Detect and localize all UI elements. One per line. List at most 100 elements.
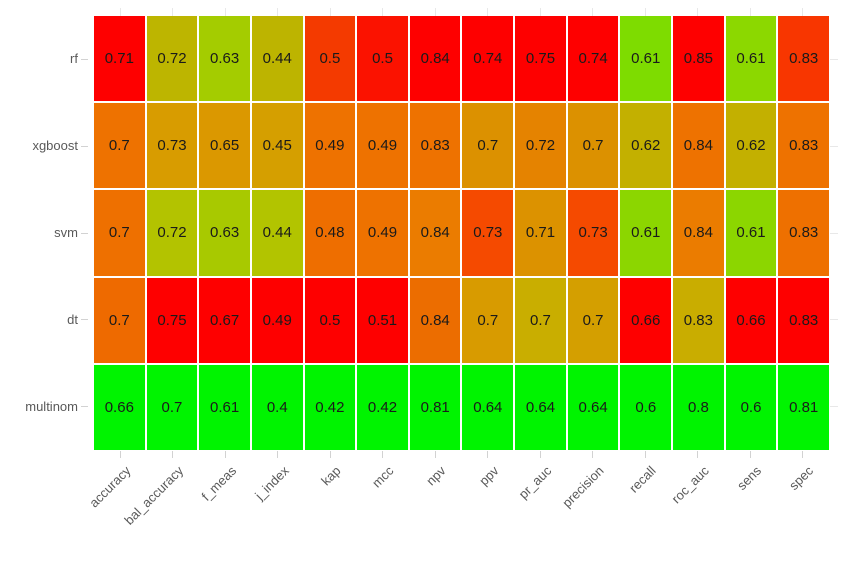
heatmap-cell-rf-kap: 0.5 <box>304 16 356 102</box>
grid-stub-top <box>802 8 804 16</box>
heatmap-cell-rf-accuracy: 0.71 <box>94 16 145 102</box>
heatmap-cell-xgboost-ppv: 0.7 <box>462 103 514 189</box>
x-axis-tick <box>224 451 226 458</box>
heatmap-cell-xgboost-mcc: 0.49 <box>357 103 408 189</box>
heatmap-cell-multinom-npv: 0.81 <box>409 364 461 450</box>
heatmap-cell-svm-bal_accuracy: 0.72 <box>146 190 198 276</box>
heatmap-cell-dt-sens: 0.66 <box>725 277 777 363</box>
y-axis-tick <box>81 406 88 408</box>
grid-stub-right <box>830 58 838 60</box>
heatmap-cell-rf-j_index: 0.44 <box>251 16 303 102</box>
heatmap-cell-rf-sens: 0.61 <box>725 16 777 102</box>
heatmap-cell-dt-npv: 0.84 <box>409 277 461 363</box>
heatmap-cell-svm-npv: 0.84 <box>409 190 461 276</box>
heatmap-cell-multinom-recall: 0.6 <box>620 364 672 450</box>
heatmap-cell-xgboost-spec: 0.83 <box>778 103 829 189</box>
heatmap-cell-multinom-spec: 0.81 <box>778 364 829 450</box>
heatmap-cell-rf-f_meas: 0.63 <box>199 16 250 102</box>
heatmap-cell-dt-kap: 0.5 <box>304 277 356 363</box>
heatmap-cell-rf-pr_auc: 0.75 <box>515 16 566 102</box>
x-axis-label-mcc: mcc <box>368 463 397 491</box>
heatmap-cell-svm-ppv: 0.73 <box>462 190 514 276</box>
heatmap-cell-dt-ppv: 0.7 <box>462 277 514 363</box>
y-axis-tick <box>81 319 88 321</box>
grid-stub-right <box>830 232 838 234</box>
heatmap-cell-rf-recall: 0.61 <box>620 16 672 102</box>
x-axis-label-accuracy: accuracy <box>86 463 134 511</box>
x-axis-tick <box>697 451 699 458</box>
heatmap-cell-dt-bal_accuracy: 0.75 <box>146 277 198 363</box>
x-axis-tick <box>749 451 751 458</box>
heatmap-cell-svm-pr_auc: 0.71 <box>515 190 566 276</box>
y-axis-label-svm: svm <box>54 225 78 240</box>
x-axis-label-kap: kap <box>318 463 344 489</box>
x-axis-label-sens: sens <box>733 463 764 494</box>
heatmap-cell-rf-bal_accuracy: 0.72 <box>146 16 198 102</box>
grid-stub-top <box>224 8 226 16</box>
y-axis-tick <box>81 58 88 60</box>
heatmap-cell-xgboost-f_meas: 0.65 <box>199 103 250 189</box>
heatmap-cell-dt-j_index: 0.49 <box>251 277 303 363</box>
x-axis-label-j_index: j_index <box>251 463 292 503</box>
heatmap-cell-xgboost-pr_auc: 0.72 <box>515 103 566 189</box>
x-axis-label-npv: npv <box>423 463 449 489</box>
y-axis-tick <box>81 232 88 234</box>
heatmap-cell-rf-npv: 0.84 <box>409 16 461 102</box>
heatmap-cell-multinom-mcc: 0.42 <box>357 364 408 450</box>
grid-stub-top <box>172 8 174 16</box>
heatmap-cell-dt-f_meas: 0.67 <box>199 277 250 363</box>
heatmap-cell-svm-sens: 0.61 <box>725 190 777 276</box>
grid-stub-right <box>830 145 838 147</box>
heatmap-cell-multinom-bal_accuracy: 0.7 <box>146 364 198 450</box>
heatmap-cell-xgboost-accuracy: 0.7 <box>94 103 145 189</box>
heatmap-cell-svm-mcc: 0.49 <box>357 190 408 276</box>
y-axis-label-multinom: multinom <box>25 398 78 414</box>
grid-stub-top <box>749 8 751 16</box>
heatmap-cell-xgboost-kap: 0.49 <box>304 103 356 189</box>
heatmap-cell-svm-j_index: 0.44 <box>251 190 303 276</box>
heatmap-cell-svm-kap: 0.48 <box>304 190 356 276</box>
heatmap-cell-rf-precision: 0.74 <box>567 16 619 102</box>
x-axis-label-roc_auc: roc_auc <box>668 463 712 507</box>
grid-stub-top <box>697 8 699 16</box>
y-axis-label-xgboost: xgboost <box>32 138 78 154</box>
heatmap-cell-multinom-accuracy: 0.66 <box>94 364 145 450</box>
x-axis-tick <box>487 451 489 458</box>
heatmap-cell-xgboost-j_index: 0.45 <box>251 103 303 189</box>
x-axis-label-pr_auc: pr_auc <box>515 463 554 502</box>
grid-stub-top <box>119 8 121 16</box>
heatmap-cell-svm-roc_auc: 0.84 <box>673 190 724 276</box>
x-axis-tick <box>329 451 331 458</box>
heatmap-cell-multinom-ppv: 0.64 <box>462 364 514 450</box>
heatmap-cell-dt-accuracy: 0.7 <box>94 277 145 363</box>
heatmap-cell-dt-pr_auc: 0.7 <box>515 277 566 363</box>
heatmap-cell-xgboost-bal_accuracy: 0.73 <box>146 103 198 189</box>
heatmap-cell-rf-spec: 0.83 <box>778 16 829 102</box>
heatmap-cell-dt-precision: 0.7 <box>567 277 619 363</box>
x-axis-tick <box>539 451 541 458</box>
heatmap-cell-xgboost-precision: 0.7 <box>567 103 619 189</box>
heatmap-grid: 0.71 0.72 0.63 0.44 0.5 0.5 0.84 0.74 0.75 0.74 0.… <box>94 16 829 450</box>
heatmap-cell-rf-ppv: 0.74 <box>462 16 514 102</box>
x-axis-tick <box>644 451 646 458</box>
heatmap-cell-multinom-roc_auc: 0.8 <box>673 364 724 450</box>
heatmap-cell-dt-recall: 0.66 <box>620 277 672 363</box>
heatmap-cell-svm-spec: 0.83 <box>778 190 829 276</box>
grid-stub-top <box>539 8 541 16</box>
x-axis-label-precision: precision <box>558 463 607 511</box>
y-axis-label-rf: rf <box>70 51 78 67</box>
heatmap-cell-xgboost-sens: 0.62 <box>725 103 777 189</box>
grid-stub-top <box>434 8 436 16</box>
y-axis-label-dt: dt <box>67 311 78 327</box>
heatmap-cell-multinom-sens: 0.6 <box>725 364 777 450</box>
x-axis-tick <box>434 451 436 458</box>
grid-stub-top <box>487 8 489 16</box>
grid-stub-right <box>830 319 838 321</box>
heatmap-cell-dt-roc_auc: 0.83 <box>673 277 724 363</box>
grid-stub-top <box>592 8 594 16</box>
heatmap-cell-svm-recall: 0.61 <box>620 190 672 276</box>
x-axis-tick <box>802 451 804 458</box>
heatmap-cell-dt-spec: 0.83 <box>778 277 829 363</box>
grid-stub-top <box>277 8 279 16</box>
